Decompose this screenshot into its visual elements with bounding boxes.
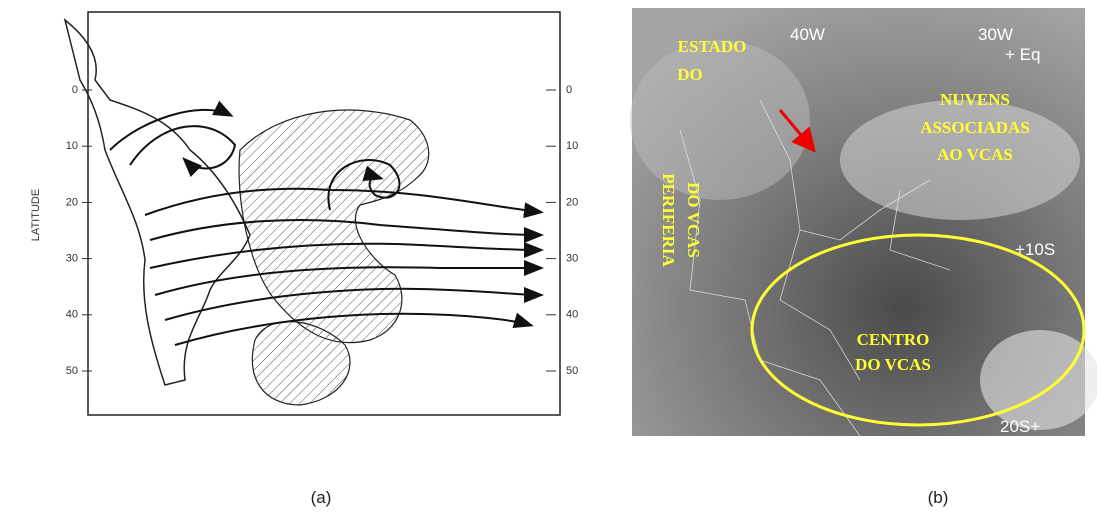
hatched-region: [251, 320, 351, 406]
latitude-label: +10S: [1015, 240, 1055, 259]
continent-outline: [63, 18, 251, 386]
label: DO VCAS: [855, 355, 931, 374]
caption: (b): [928, 488, 949, 507]
label: CENTRO: [857, 330, 930, 349]
panel-a: LATITUDE 0 10 20 30 40 50 0 10 20 30 40 50: [30, 11, 578, 416]
longitude-label: 30W: [978, 25, 1013, 44]
panel-b: ESTADO DO 40W 30W + Eq NUVENS ASSOCIADAS…: [630, 8, 1097, 437]
borders: [679, 99, 951, 437]
latitude-label: 20S+: [1000, 417, 1040, 436]
tick-label: 0: [72, 84, 78, 96]
tick-label: 40: [66, 309, 78, 321]
tick-label: 50: [566, 365, 578, 377]
longitude-label: 40W: [790, 25, 825, 44]
axis-label: LATITUDE: [30, 189, 42, 241]
cloud: [630, 40, 810, 200]
label: ESTADO: [678, 37, 747, 56]
red-arrow: [778, 109, 816, 153]
tick-label: 30: [66, 253, 78, 265]
label: DO: [677, 65, 703, 84]
vcas-ellipse: [750, 233, 1086, 427]
equator-label: + Eq: [1005, 45, 1040, 64]
label: ASSOCIADAS: [920, 118, 1030, 137]
tick-label: 20: [66, 196, 78, 208]
tick-label: 10: [566, 140, 578, 152]
label: DO VCAS: [684, 182, 703, 258]
caption: (a): [311, 488, 332, 507]
label: NUVENS: [940, 90, 1010, 109]
streamlines: [109, 100, 544, 346]
cloud: [980, 330, 1097, 430]
label: PERIFERIA: [659, 173, 678, 267]
tick-label: 0: [566, 84, 572, 96]
tick-label: 50: [66, 365, 78, 377]
tick-label: 30: [566, 253, 578, 265]
label: AO VCAS: [937, 145, 1013, 164]
tick-label: 20: [566, 196, 578, 208]
tick-label: 40: [566, 309, 578, 321]
tick-label: 10: [66, 140, 78, 152]
